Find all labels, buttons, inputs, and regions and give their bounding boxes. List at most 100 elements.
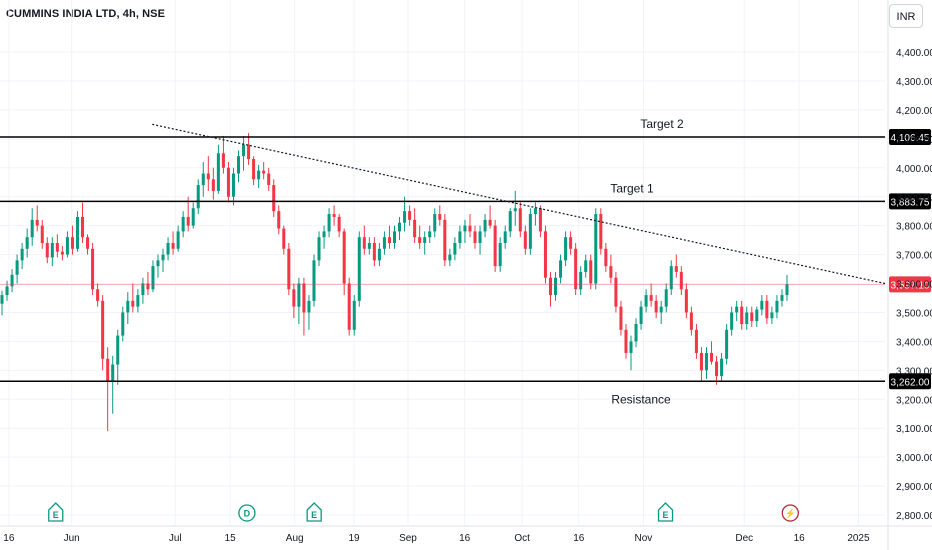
dividend-event-icon[interactable]: D xyxy=(238,504,256,522)
candle-body xyxy=(10,274,14,287)
y-tick-label: 3,800.00 xyxy=(896,222,932,233)
candle xyxy=(247,133,251,165)
candle xyxy=(559,254,563,284)
split-event-icon[interactable]: ⚡ xyxy=(781,504,799,522)
candle-body xyxy=(438,214,442,220)
candle-body xyxy=(488,219,492,226)
candle-body xyxy=(327,214,331,232)
price-axis: 2,800.00 2,900.00 3,000.00 3,100.00 3,200.00… xyxy=(887,0,932,550)
candle-body xyxy=(221,153,225,168)
candle xyxy=(131,283,135,313)
candle xyxy=(493,219,497,272)
candle xyxy=(287,242,291,296)
candle xyxy=(528,208,532,255)
candle-body xyxy=(508,211,512,232)
candle xyxy=(166,237,170,261)
currency-button[interactable]: INR xyxy=(889,4,923,28)
candle xyxy=(191,202,195,229)
candle-body xyxy=(307,300,311,313)
candle-body xyxy=(181,216,185,232)
earnings-event-icon[interactable]: E xyxy=(657,502,674,522)
candle-body xyxy=(382,237,386,249)
candle-body xyxy=(312,260,316,301)
level-price-label: 3,262.00 xyxy=(891,377,930,388)
candle xyxy=(236,150,241,183)
candle xyxy=(322,225,326,249)
grid xyxy=(0,0,885,525)
candle-body xyxy=(35,219,39,226)
candle xyxy=(679,266,683,296)
candle xyxy=(327,208,331,238)
candle-body xyxy=(669,266,673,290)
candle xyxy=(750,306,754,327)
candle-body xyxy=(247,144,251,160)
candle xyxy=(755,306,759,327)
candle xyxy=(398,216,402,241)
candle-body xyxy=(740,306,744,325)
candle-body xyxy=(186,216,190,226)
candle-body xyxy=(468,225,472,232)
candle xyxy=(242,135,246,171)
candle xyxy=(96,283,100,307)
candle xyxy=(75,211,79,252)
candle xyxy=(760,295,764,316)
candle-body xyxy=(166,242,170,255)
candle xyxy=(413,208,417,243)
candle-body xyxy=(725,329,729,359)
candle xyxy=(715,355,719,385)
y-tick-label: 3,200.00 xyxy=(896,395,932,406)
candle xyxy=(619,300,623,336)
candle xyxy=(659,300,663,325)
candle-body xyxy=(554,277,558,296)
level-annotation: Resistance xyxy=(611,392,671,406)
candle-body xyxy=(408,211,412,220)
candle xyxy=(513,190,517,226)
candle-body xyxy=(770,312,774,319)
earnings-event-icon[interactable]: E xyxy=(306,502,322,522)
candle xyxy=(443,214,447,267)
candle xyxy=(418,225,422,249)
candle xyxy=(297,277,301,325)
level-annotation: Target 1 xyxy=(610,181,654,195)
candle-body xyxy=(252,159,256,180)
candle xyxy=(312,254,316,307)
candle xyxy=(101,295,105,371)
trendline-group xyxy=(152,123,886,285)
candle xyxy=(523,225,527,255)
candle xyxy=(594,208,598,290)
candle xyxy=(599,208,603,255)
candle xyxy=(478,225,482,255)
candle xyxy=(367,237,371,255)
y-tick-label: 3,900.00 xyxy=(896,193,932,204)
candle-body xyxy=(156,260,160,267)
candle-body xyxy=(765,300,769,319)
candle-body xyxy=(262,170,266,174)
candle xyxy=(745,306,749,330)
x-tick-label: 19 xyxy=(348,533,360,544)
candle xyxy=(0,290,4,316)
candle-body xyxy=(699,352,703,371)
candle-body xyxy=(453,242,457,255)
candle xyxy=(488,205,492,229)
candle-body xyxy=(755,309,759,322)
candle-body xyxy=(579,271,583,290)
candle xyxy=(50,237,54,267)
candle xyxy=(342,228,346,296)
candle xyxy=(589,254,593,290)
earnings-event-icon[interactable]: E xyxy=(48,502,64,522)
candle-body xyxy=(60,251,64,255)
event-letter: E xyxy=(311,510,317,520)
candle-body xyxy=(664,289,668,307)
candle-body xyxy=(704,352,708,371)
candle-body xyxy=(478,231,482,243)
candle-body xyxy=(171,242,175,249)
candle xyxy=(775,295,779,319)
x-tick-label: Sep xyxy=(399,533,417,544)
candle-body xyxy=(609,266,613,278)
candle-body xyxy=(604,248,608,267)
y-tick-label: 4,100.00 xyxy=(896,135,932,146)
candle-body xyxy=(423,237,427,243)
candle-body xyxy=(398,222,402,232)
candle-body xyxy=(116,335,120,365)
